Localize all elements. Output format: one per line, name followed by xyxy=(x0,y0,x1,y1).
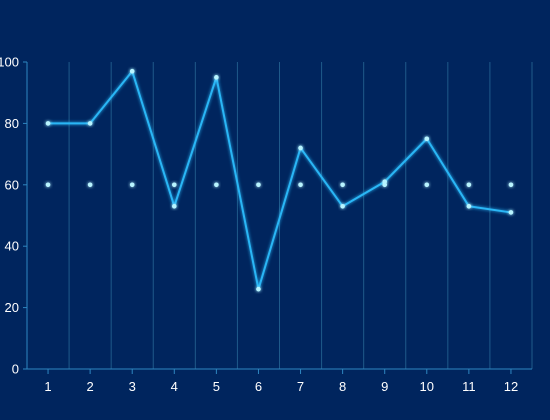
vertical-grid xyxy=(68,62,533,369)
x-tick-label: 12 xyxy=(504,379,518,394)
series-1-point xyxy=(466,203,472,209)
y-tick-label: 100 xyxy=(0,55,19,70)
axes xyxy=(23,61,532,374)
series-2-point xyxy=(214,182,219,188)
series-1-point xyxy=(214,75,219,80)
series-1-point xyxy=(129,68,135,74)
series-1-point xyxy=(340,203,345,209)
y-tick-label: 0 xyxy=(12,362,19,377)
series-2-point xyxy=(508,182,514,188)
x-tick-label: 8 xyxy=(339,379,346,394)
x-tick-label: 1 xyxy=(44,379,51,394)
series-2-point xyxy=(466,182,472,188)
series-1-point xyxy=(45,121,51,126)
x-tick-label: 5 xyxy=(213,379,220,394)
series-1-point xyxy=(508,210,514,215)
series-1-point xyxy=(87,121,93,126)
series-2-point xyxy=(256,182,261,188)
series-2-point xyxy=(340,182,345,188)
x-tick-label: 10 xyxy=(420,379,434,394)
x-tick-label: 11 xyxy=(462,379,476,394)
y-tick-label: 80 xyxy=(5,116,19,131)
series-lines xyxy=(47,70,512,291)
series-2-point xyxy=(382,182,388,188)
series-1-point xyxy=(171,203,177,209)
series-2-point xyxy=(171,182,177,188)
series-2-point xyxy=(45,182,51,188)
data-points xyxy=(45,68,514,292)
series-2-point xyxy=(424,182,430,188)
series-2-point xyxy=(87,182,93,188)
series-2-point xyxy=(129,182,135,188)
x-tick-label: 2 xyxy=(87,379,94,394)
x-tick-label: 3 xyxy=(129,379,136,394)
series-1-point xyxy=(298,145,303,151)
x-tick-label: 7 xyxy=(297,379,304,394)
x-tick-label: 6 xyxy=(255,379,262,394)
series-2-point xyxy=(298,182,303,188)
series-1-point xyxy=(256,286,261,292)
y-tick-label: 40 xyxy=(5,239,19,254)
y-tick-label: 60 xyxy=(5,177,19,192)
x-tick-label: 9 xyxy=(381,379,388,394)
series-1-point xyxy=(424,136,430,142)
y-tick-label: 20 xyxy=(5,300,19,315)
series-line-1 xyxy=(47,70,512,291)
x-tick-label: 4 xyxy=(171,379,178,394)
